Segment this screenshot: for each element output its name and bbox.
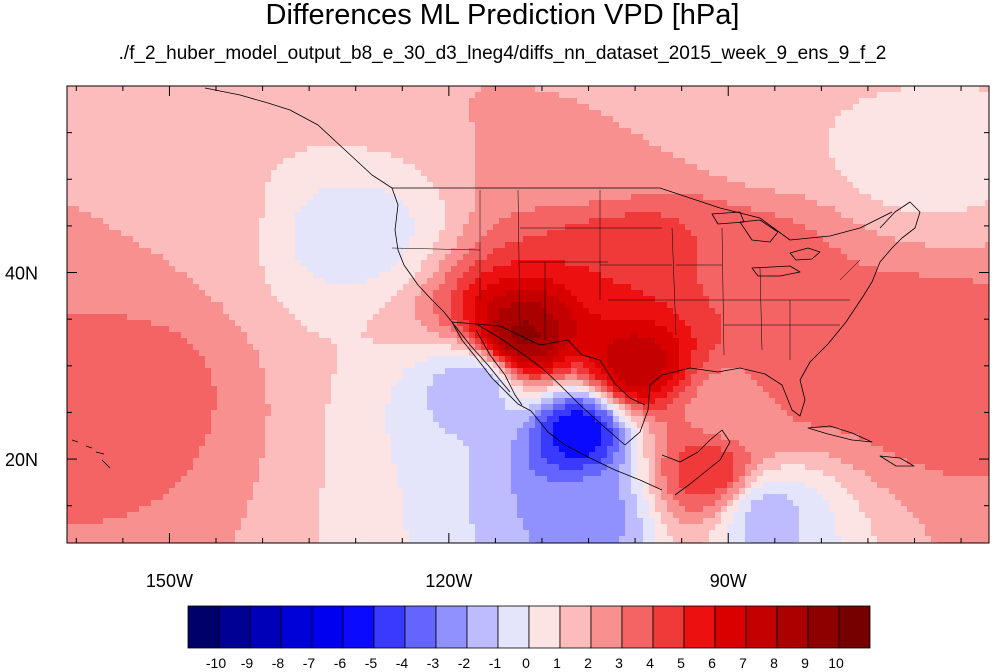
colorbar-swatch	[311, 605, 344, 649]
colorbar-label: -9	[241, 655, 254, 671]
colorbar-label: 1	[553, 655, 561, 671]
colorbar-label: -8	[272, 655, 285, 671]
colorbar-swatch	[590, 605, 623, 649]
colorbar-label: 6	[708, 655, 716, 671]
colorbar-label: 5	[677, 655, 685, 671]
colorbar-swatch	[621, 605, 654, 649]
map-frame	[66, 85, 990, 544]
colorbar-label: -1	[489, 655, 502, 671]
colorbar-label: 2	[584, 655, 592, 671]
colorbar-swatch	[187, 605, 220, 649]
x-axis-ticks: 150W 120W 90W	[75, 86, 962, 591]
colorbar-label: 4	[646, 655, 654, 671]
colorbar-label: -10	[206, 655, 226, 671]
chart-subtitle: ./f_2_huber_model_output_b8_e_30_d3_lneg…	[118, 43, 887, 64]
x-tick-label: 150W	[146, 571, 193, 591]
colorbar-label: -3	[427, 655, 440, 671]
colorbar-swatch	[435, 605, 468, 649]
vpd-difference-field	[67, 86, 989, 543]
y-tick-label: 40N	[5, 264, 38, 284]
colorbar-label: -4	[396, 655, 409, 671]
colorbar-swatch	[714, 605, 747, 649]
colorbar-swatch	[404, 605, 437, 649]
colorbar-swatch	[249, 605, 282, 649]
colorbar-label: 8	[770, 655, 778, 671]
colorbar-label: 10	[828, 655, 844, 671]
colorbar-swatch	[652, 605, 685, 649]
colorbar-swatch	[745, 605, 778, 649]
colorbar-swatch	[838, 605, 871, 649]
colorbar-swatch	[776, 605, 809, 649]
coastlines-and-borders	[71, 87, 921, 496]
colorbar-swatch	[497, 605, 530, 649]
chart-title: Differences ML Prediction VPD [hPa]	[265, 0, 740, 31]
colorbar-swatch	[528, 605, 561, 649]
x-tick-label: 120W	[425, 571, 472, 591]
colorbar-swatch	[218, 605, 251, 649]
colorbar-label: 9	[801, 655, 809, 671]
colorbar-label: 3	[615, 655, 623, 671]
colorbar-swatch	[373, 605, 406, 649]
colorbar-swatch	[559, 605, 592, 649]
colorbar-label: 7	[739, 655, 747, 671]
colorbar-label: -6	[334, 655, 347, 671]
colorbar: -10 -9 -8 -7 -6 -5 -4 -3 -2 -1 0 1 2 3 4 5 6 7 8 9 10	[187, 605, 871, 671]
colorbar-label: -2	[458, 655, 471, 671]
x-tick-label: 90W	[710, 571, 747, 591]
colorbar-swatch	[342, 605, 375, 649]
colorbar-swatch	[683, 605, 716, 649]
colorbar-swatch	[280, 605, 313, 649]
colorbar-label: 0	[522, 655, 530, 671]
colorbar-label: -7	[303, 655, 316, 671]
y-axis-ticks: 40N 20N	[5, 132, 989, 507]
colorbar-swatch	[466, 605, 499, 649]
colorbar-label: -5	[365, 655, 378, 671]
colorbar-swatch	[807, 605, 840, 649]
y-tick-label: 20N	[5, 450, 38, 470]
